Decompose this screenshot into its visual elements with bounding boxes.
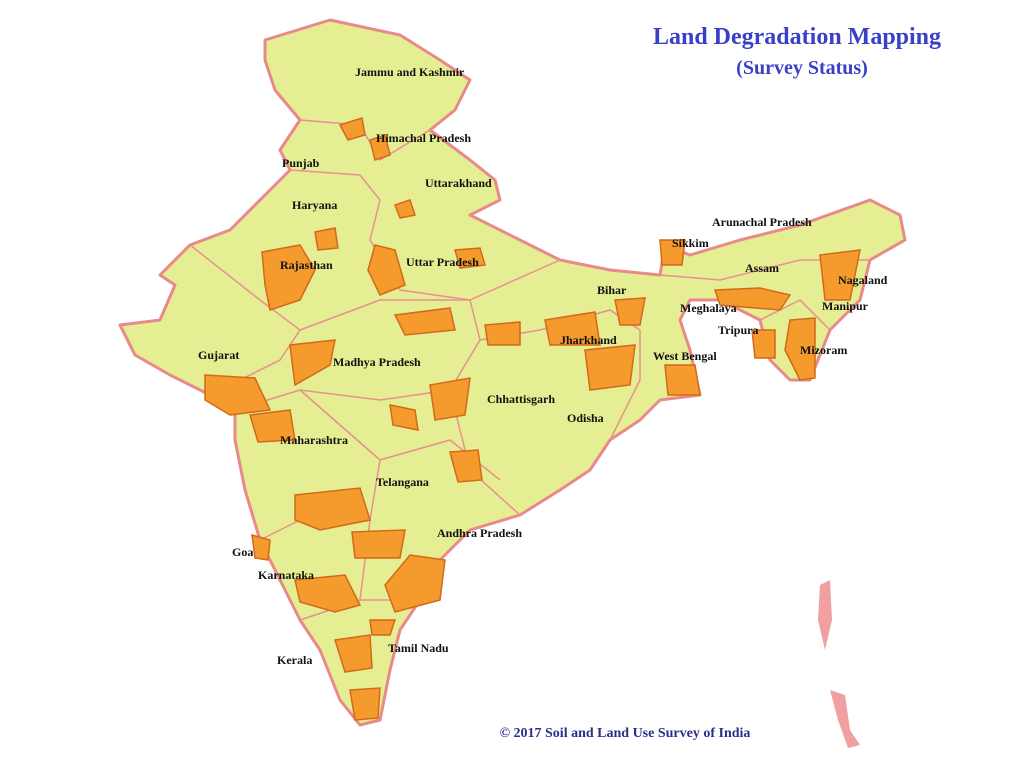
state-label: Chhattisgarh bbox=[487, 392, 555, 406]
state-label: Andhra Pradesh bbox=[437, 526, 522, 540]
state-label: Sikkim bbox=[672, 236, 709, 250]
state-label: Rajasthan bbox=[280, 258, 333, 272]
islands bbox=[818, 580, 860, 748]
state-label: Jharkhand bbox=[560, 333, 617, 347]
state-label: West Bengal bbox=[653, 349, 717, 363]
state-label: Bihar bbox=[597, 283, 627, 297]
state-label: Madhya Pradesh bbox=[333, 355, 421, 369]
state-label: Telangana bbox=[376, 475, 429, 489]
surveyed-areas bbox=[204, 117, 861, 721]
state-label: Meghalaya bbox=[680, 301, 737, 315]
state-label: Haryana bbox=[292, 198, 337, 212]
map-title: Land Degradation Mapping bbox=[653, 24, 941, 50]
state-label: Punjab bbox=[282, 156, 320, 170]
state-label: Himachal Pradesh bbox=[376, 131, 471, 145]
state-label: Kerala bbox=[277, 653, 312, 667]
state-label: Gujarat bbox=[198, 348, 239, 362]
state-label: Goa bbox=[232, 545, 253, 559]
map-subtitle: (Survey Status) bbox=[736, 57, 868, 79]
state-label: Nagaland bbox=[838, 273, 888, 287]
credit: © 2017 Soil and Land Use Survey of India bbox=[500, 726, 751, 741]
india-outline bbox=[118, 18, 907, 727]
state-label: Uttar Pradesh bbox=[406, 255, 479, 269]
state-label: Tamil Nadu bbox=[388, 641, 449, 655]
state-label: Manipur bbox=[822, 299, 869, 313]
state-label: Tripura bbox=[718, 323, 758, 337]
state-label: Karnataka bbox=[258, 568, 314, 582]
state-label: Jammu and Kashmir bbox=[355, 65, 465, 79]
state-label: Odisha bbox=[567, 411, 604, 425]
state-label: Mizoram bbox=[800, 343, 847, 357]
state-label: Maharashtra bbox=[280, 433, 348, 447]
state-labels: Jammu and Kashmir Himachal Pradesh Punja… bbox=[198, 65, 888, 667]
state-label: Assam bbox=[745, 261, 779, 275]
state-label: Uttarakhand bbox=[425, 176, 492, 190]
state-label: Arunachal Pradesh bbox=[712, 215, 812, 229]
